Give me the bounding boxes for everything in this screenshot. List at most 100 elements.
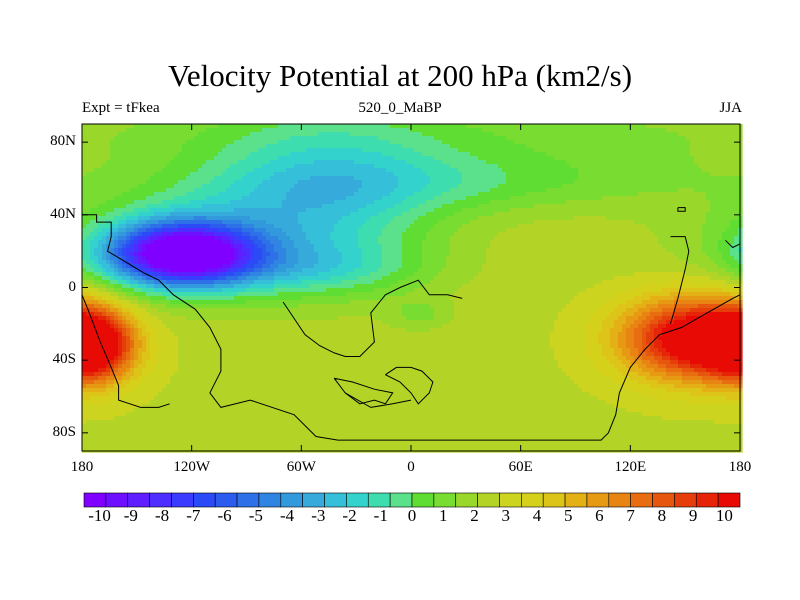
field-cell (638, 172, 643, 177)
field-cell (574, 136, 579, 141)
field-cell (686, 216, 691, 221)
field-cell (274, 192, 279, 197)
field-cell (286, 212, 291, 217)
field-cell (298, 140, 303, 145)
field-cell (254, 204, 259, 209)
field-cell (606, 140, 611, 145)
field-cell (226, 224, 231, 229)
field-cell (174, 184, 179, 189)
field-cell (554, 128, 559, 133)
field-cell (610, 132, 615, 137)
field-cell (282, 124, 287, 129)
field-cell (466, 136, 471, 141)
field-cell (274, 232, 279, 237)
field-cell (642, 200, 647, 205)
field-cell (146, 212, 151, 217)
field-cell (490, 140, 495, 145)
field-cell (466, 236, 471, 241)
field-cell (246, 168, 251, 173)
field-cell (638, 224, 643, 229)
field-cell (322, 152, 327, 157)
field-cell (650, 232, 655, 237)
field-cell (542, 132, 547, 137)
field-cell (86, 156, 91, 161)
field-cell (414, 232, 419, 237)
field-cell (418, 188, 423, 193)
field-cell (514, 140, 519, 145)
field-cell (498, 216, 503, 221)
field-cell (258, 184, 263, 189)
field-cell (582, 132, 587, 137)
field-cell (118, 232, 123, 237)
field-cell (230, 188, 235, 193)
field-cell (626, 148, 631, 153)
field-cell (354, 184, 359, 189)
field-cell (170, 208, 175, 213)
field-cell (82, 188, 87, 193)
field-cell (266, 144, 271, 149)
field-cell (206, 208, 211, 213)
field-cell (502, 232, 507, 237)
field-cell (582, 228, 587, 233)
field-cell (322, 240, 327, 245)
field-cell (314, 192, 319, 197)
field-cell (238, 188, 243, 193)
field-cell (386, 152, 391, 157)
field-cell (718, 188, 723, 193)
field-cell (122, 200, 127, 205)
field-cell (622, 204, 627, 209)
field-cell (406, 124, 411, 129)
field-cell (706, 132, 711, 137)
field-cell (470, 136, 475, 141)
field-cell (242, 228, 247, 233)
field-cell (626, 164, 631, 169)
field-cell (374, 216, 379, 221)
field-cell (302, 184, 307, 189)
field-cell (258, 144, 263, 149)
field-cell (354, 236, 359, 241)
field-cell (554, 192, 559, 197)
field-cell (698, 160, 703, 165)
field-cell (474, 148, 479, 153)
field-cell (682, 148, 687, 153)
field-cell (650, 192, 655, 197)
field-cell (406, 180, 411, 185)
field-cell (662, 220, 667, 225)
field-cell (606, 164, 611, 169)
field-cell (466, 140, 471, 145)
field-cell (250, 160, 255, 165)
field-cell (734, 240, 739, 245)
field-cell (558, 236, 563, 241)
field-cell (222, 220, 227, 225)
field-cell (346, 164, 351, 169)
field-cell (230, 124, 235, 129)
field-cell (98, 204, 103, 209)
field-cell (170, 172, 175, 177)
field-cell (730, 164, 735, 169)
field-cell (206, 164, 211, 169)
field-cell (314, 180, 319, 185)
field-cell (586, 216, 591, 221)
field-cell (422, 220, 427, 225)
field-cell (166, 204, 171, 209)
field-cell (338, 200, 343, 205)
field-cell (478, 136, 483, 141)
field-cell (458, 212, 463, 217)
field-cell (586, 232, 591, 237)
field-cell (702, 160, 707, 165)
field-cell (230, 236, 235, 241)
field-cell (274, 136, 279, 141)
field-cell (366, 176, 371, 181)
field-cell (294, 172, 299, 177)
field-cell (158, 232, 163, 237)
field-cell (422, 152, 427, 157)
field-cell (294, 224, 299, 229)
field-cell (698, 196, 703, 201)
field-cell (198, 240, 203, 245)
field-cell (326, 176, 331, 181)
field-cell (322, 196, 327, 201)
field-cell (134, 180, 139, 185)
field-cell (98, 200, 103, 205)
field-cell (678, 192, 683, 197)
field-cell (578, 140, 583, 145)
